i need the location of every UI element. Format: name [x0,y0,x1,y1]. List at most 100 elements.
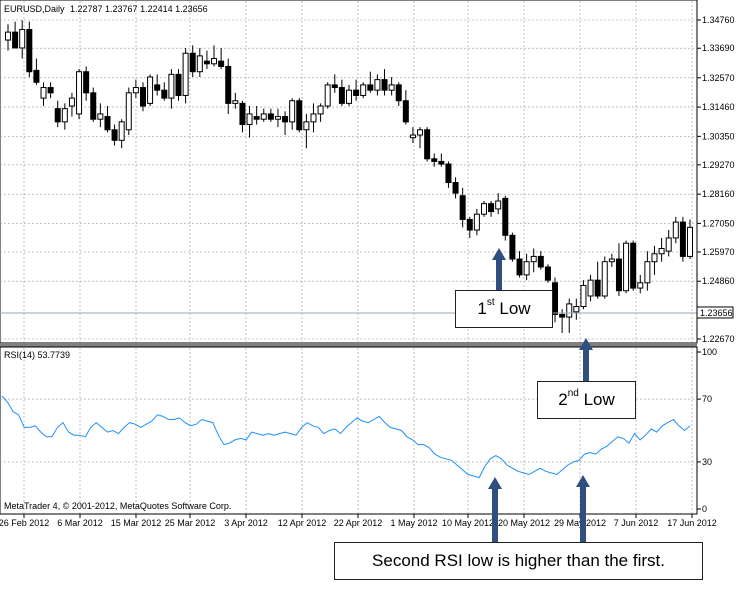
price-tick-label: 1.31460 [702,102,735,112]
candle-body-down [452,182,459,194]
candle [459,187,466,228]
candle-body-down [175,73,182,96]
candle [417,127,424,149]
candle-body-down [203,60,210,65]
price-tick-label: 1.34760 [702,15,735,25]
candle [33,58,40,85]
candle [566,298,573,333]
candle [104,106,111,133]
candle [395,82,402,107]
candle-body-down [544,266,551,281]
candle [438,153,445,167]
rsi-tick-label: 30 [702,457,712,467]
candle-body-up [274,116,281,120]
candle-body-up [523,261,530,276]
candle-body-up [665,237,672,252]
candle [346,84,352,107]
time-tick-label: 7 Jun 2012 [614,518,659,528]
candle [480,201,487,217]
candle-body-down [630,242,637,289]
candle-body-down [225,65,232,104]
current-price-value: 1.23656 [700,308,733,318]
candle-body-up [168,73,175,99]
price-tick-label: 1.30350 [702,131,735,141]
candle [90,87,97,122]
candle-body-up [672,221,679,239]
price-axis: 1.34760 1.33690 1.32570 1.31460 1.30350 1.292… [697,15,735,344]
price-grid [0,1,697,342]
candle [5,24,11,51]
candle-body-up [601,261,608,297]
time-tick-label: 20 May 2012 [498,518,550,528]
candle-body-down [402,100,409,123]
candle [303,113,310,149]
candle-body-up [374,79,381,91]
candle [147,74,154,107]
candle [466,216,473,238]
candle [246,106,253,138]
candle-body-up [246,113,253,125]
first-low-word: Low [499,299,531,318]
candle-body-down [83,71,90,94]
candle-body-down [679,221,686,257]
candle [488,201,495,217]
candle [601,256,608,299]
candle-body-up [417,129,424,136]
candle [139,82,146,112]
candle [374,74,381,96]
rsi-tick-label: 70 [702,394,712,404]
first-low-num: 1 [477,299,487,318]
price-tick-label: 1.27050 [702,218,735,228]
candle [40,82,47,107]
candle [154,74,161,96]
price-tick-label: 1.33690 [702,43,735,53]
candle [594,261,601,299]
rsi-label: RSI(14) 53.7739 [4,350,70,360]
candle-body-down [139,87,146,107]
candle-body-down [104,116,111,131]
candle-body-down [502,197,509,236]
candle-body-down [338,87,345,104]
candle-body-down [282,116,289,123]
candle-body-up [658,247,665,255]
time-tick-label: 10 May 2012 [442,518,494,528]
candle-body-up [303,121,310,131]
candle-body-up [651,253,658,263]
candle-body-up [608,258,615,263]
candle [68,92,75,117]
candle-body-down [12,31,19,49]
candle [97,103,104,128]
candle-body-down [594,279,601,297]
candle [317,103,324,122]
candle [211,45,218,67]
candle-body-up [587,279,594,297]
candle [630,240,637,291]
candle-body-up [232,100,239,104]
time-tick-label: 25 Mar 2012 [165,518,216,528]
time-tick-label: 3 Apr 2012 [224,518,268,528]
candle-body-down [509,234,516,260]
candle [445,161,452,188]
time-tick-label: 15 Mar 2012 [111,518,162,528]
candle-body-up [260,113,267,120]
second-low-word: Low [583,390,615,409]
candle [26,21,33,77]
candle-body-down [466,218,473,231]
rsi-line [1,395,691,479]
candle [83,66,90,101]
candle [232,92,239,109]
candle-body-up [310,113,317,123]
candle [587,274,594,302]
candle-body-down [239,102,246,125]
candle [424,127,431,162]
candle [310,103,317,133]
candle [54,100,61,128]
candle [118,119,125,149]
candle-body-up [360,84,367,96]
candle-body-down [488,203,495,213]
candle-body-down [552,282,559,315]
candle-body-up [118,121,125,141]
time-tick-label: 22 Apr 2012 [334,518,383,528]
